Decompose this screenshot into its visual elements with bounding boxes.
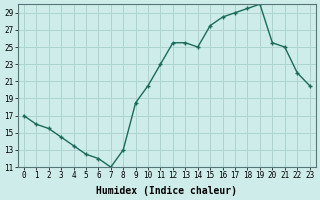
X-axis label: Humidex (Indice chaleur): Humidex (Indice chaleur)	[96, 186, 237, 196]
